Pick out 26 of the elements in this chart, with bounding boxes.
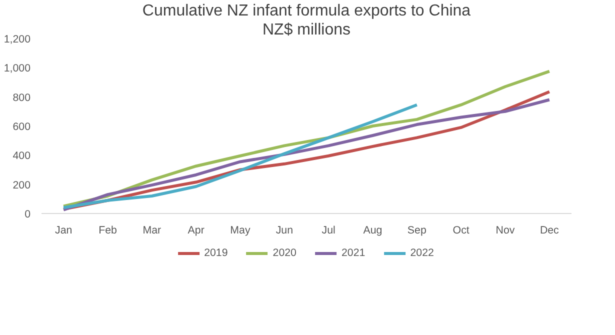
x-tick-label: Oct	[452, 224, 470, 236]
y-tick-label: 1,200	[4, 34, 31, 46]
x-tick-label: Feb	[98, 224, 118, 236]
chart-subtitle: NZ$ millions	[262, 22, 351, 38]
x-tick-label: Sep	[407, 224, 426, 236]
x-tick-label: Jul	[322, 224, 336, 236]
y-tick-label: 200	[12, 179, 31, 192]
legend-label: 2019	[204, 247, 228, 259]
x-tick-label: Jan	[54, 224, 72, 236]
x-tick-label: Apr	[188, 224, 205, 236]
x-tick-label: Nov	[496, 224, 516, 236]
x-tick-label: Jun	[276, 224, 294, 236]
x-tick-label: Aug	[363, 224, 382, 236]
chart-title: Cumulative NZ infant formula exports to China	[142, 2, 471, 20]
y-tick-label: 600	[12, 121, 31, 133]
y-tick-label: 0	[24, 208, 31, 220]
x-tick-label: May	[230, 224, 251, 236]
y-tick-label: 1,000	[4, 62, 31, 75]
x-tick-label: Dec	[540, 224, 560, 236]
x-tick-label: Mar	[142, 224, 162, 236]
y-tick-label: 800	[12, 92, 31, 104]
legend-label: 2020	[272, 247, 296, 259]
y-tick-label: 400	[12, 150, 31, 162]
line-series	[62, 103, 418, 210]
legend-label: 2021	[342, 247, 366, 259]
legend-label: 2022	[410, 247, 434, 259]
